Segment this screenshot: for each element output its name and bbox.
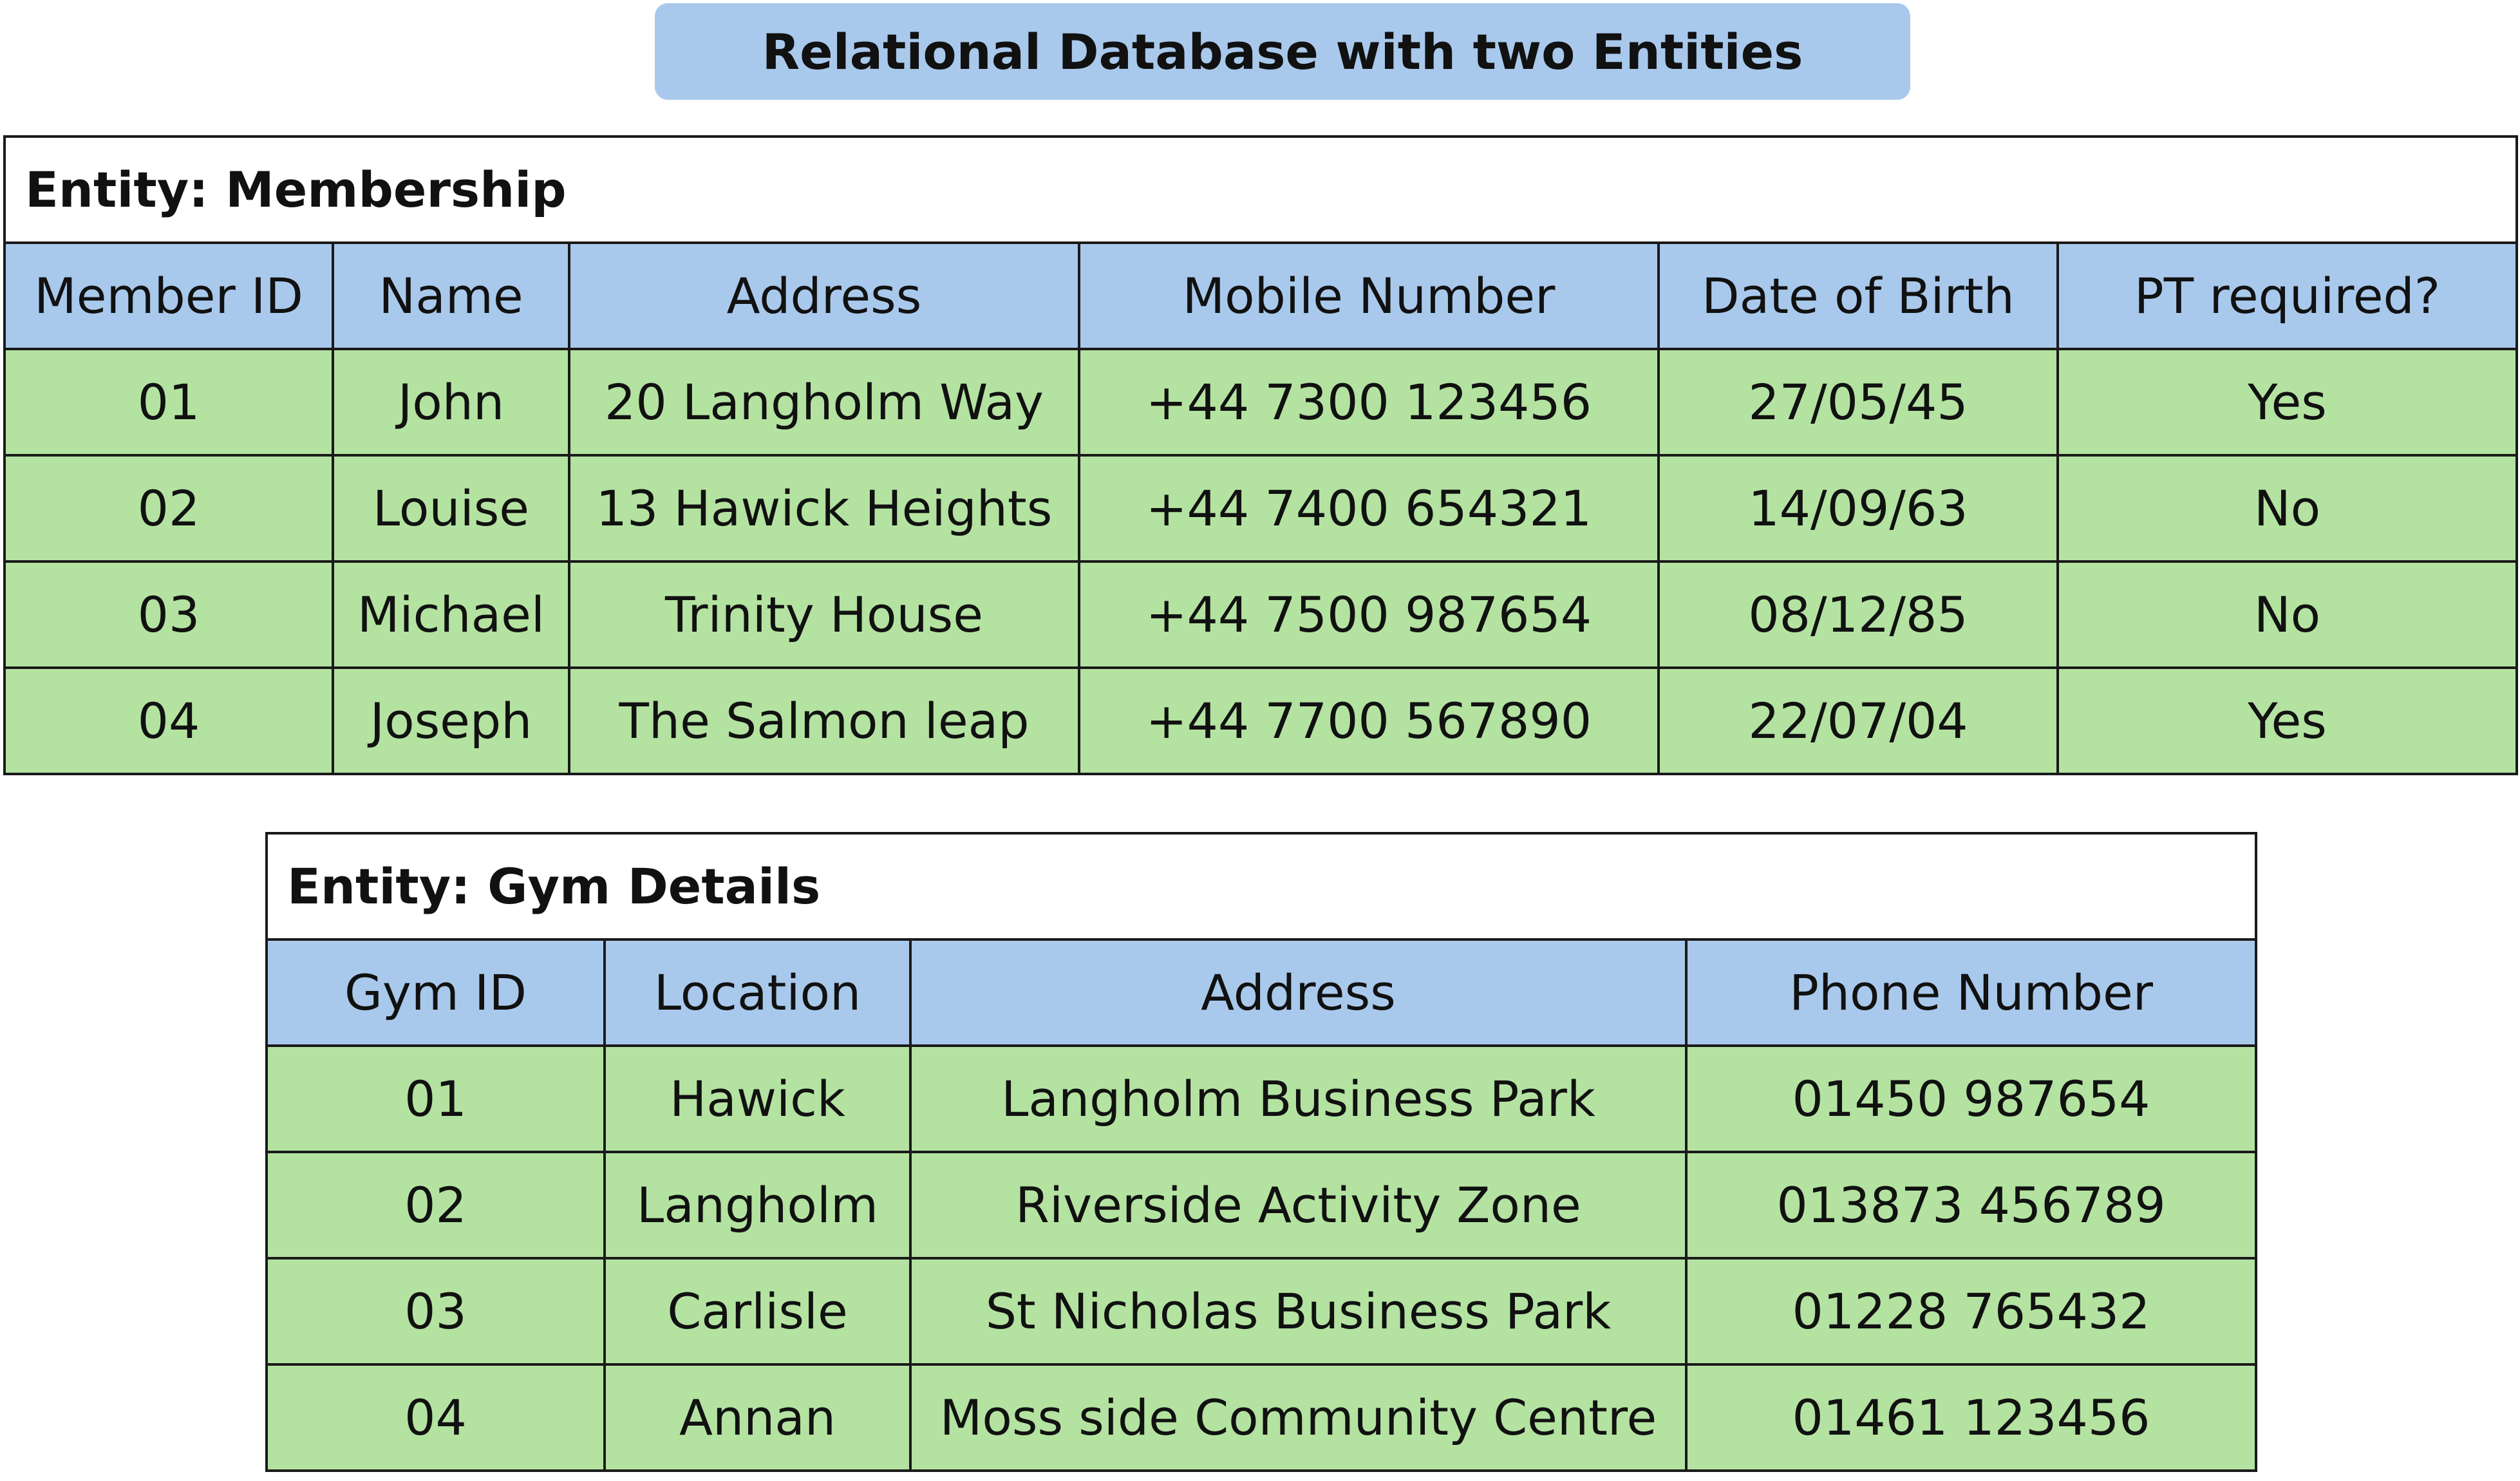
gym-cell-phone-number: 01228 765432 (1684, 1257, 2258, 1366)
membership-header-name: Name (332, 241, 570, 350)
membership-cell-date-of-birth: 14/09/63 (1657, 454, 2059, 563)
membership-cell-name: John (332, 348, 570, 457)
gym-cell-phone-number: 013873 456789 (1684, 1151, 2258, 1259)
gym-header-gym-id: Gym ID (265, 938, 606, 1047)
gym-row: 01 Hawick Langholm Business Park 01450 9… (265, 1044, 2258, 1153)
gym-details-entity-table: Entity: Gym Details Gym ID Location Addr… (265, 832, 2258, 1472)
gym-cell-address: Riverside Activity Zone (909, 1151, 1688, 1259)
membership-cell-pt-required: Yes (2056, 348, 2519, 457)
gym-header-row: Gym ID Location Address Phone Number (265, 938, 2258, 1047)
membership-header-address: Address (568, 241, 1080, 350)
membership-header-pt-required: PT required? (2056, 241, 2519, 350)
membership-cell-mobile-number: +44 7400 654321 (1078, 454, 1660, 563)
membership-cell-date-of-birth: 27/05/45 (1657, 348, 2059, 457)
membership-row: 03 Michael Trinity House +44 7500 987654… (3, 560, 2519, 669)
membership-cell-name: Michael (332, 560, 570, 669)
gym-cell-address: Moss side Community Centre (909, 1363, 1688, 1472)
membership-cell-pt-required: No (2056, 454, 2519, 563)
membership-cell-mobile-number: +44 7500 987654 (1078, 560, 1660, 669)
membership-cell-pt-required: No (2056, 560, 2519, 669)
gym-title-row: Entity: Gym Details (265, 832, 2258, 941)
membership-header-row: Member ID Name Address Mobile Number Dat… (3, 241, 2519, 350)
gym-cell-gym-id: 04 (265, 1363, 606, 1472)
membership-cell-member-id: 03 (3, 560, 334, 669)
membership-cell-date-of-birth: 08/12/85 (1657, 560, 2059, 669)
membership-cell-date-of-birth: 22/07/04 (1657, 666, 2059, 775)
membership-cell-name: Louise (332, 454, 570, 563)
gym-cell-location: Annan (603, 1363, 912, 1472)
gym-header-address: Address (909, 938, 1688, 1047)
gym-cell-gym-id: 03 (265, 1257, 606, 1366)
membership-header-date-of-birth: Date of Birth (1657, 241, 2059, 350)
membership-cell-address: The Salmon leap (568, 666, 1080, 775)
gym-row: 02 Langholm Riverside Activity Zone 0138… (265, 1151, 2258, 1259)
gym-cell-phone-number: 01461 123456 (1684, 1363, 2258, 1472)
membership-row: 02 Louise 13 Hawick Heights +44 7400 654… (3, 454, 2519, 563)
membership-row: 01 John 20 Langholm Way +44 7300 123456 … (3, 348, 2519, 457)
membership-cell-address: 20 Langholm Way (568, 348, 1080, 457)
gym-header-phone-number: Phone Number (1684, 938, 2258, 1047)
gym-cell-gym-id: 02 (265, 1151, 606, 1259)
diagram-title: Relational Database with two Entities (655, 3, 1910, 100)
gym-cell-address: St Nicholas Business Park (909, 1257, 1688, 1366)
gym-details-table: Entity: Gym Details Gym ID Location Addr… (265, 832, 2258, 1472)
gym-cell-gym-id: 01 (265, 1044, 606, 1153)
gym-row: 03 Carlisle St Nicholas Business Park 01… (265, 1257, 2258, 1366)
gym-entity-title: Entity: Gym Details (265, 832, 2258, 941)
gym-cell-location: Carlisle (603, 1257, 912, 1366)
membership-cell-member-id: 04 (3, 666, 334, 775)
membership-cell-pt-required: Yes (2056, 666, 2519, 775)
membership-cell-name: Joseph (332, 666, 570, 775)
membership-cell-member-id: 01 (3, 348, 334, 457)
membership-row: 04 Joseph The Salmon leap +44 7700 56789… (3, 666, 2519, 775)
gym-cell-address: Langholm Business Park (909, 1044, 1688, 1153)
membership-entity-table: Entity: Membership Member ID Name Addres… (3, 135, 2519, 775)
membership-entity-title: Entity: Membership (3, 135, 2519, 244)
gym-cell-phone-number: 01450 987654 (1684, 1044, 2258, 1153)
gym-cell-location: Langholm (603, 1151, 912, 1259)
gym-header-location: Location (603, 938, 912, 1047)
membership-header-mobile-number: Mobile Number (1078, 241, 1660, 350)
gym-cell-location: Hawick (603, 1044, 912, 1153)
membership-cell-mobile-number: +44 7300 123456 (1078, 348, 1660, 457)
membership-cell-mobile-number: +44 7700 567890 (1078, 666, 1660, 775)
membership-title-row: Entity: Membership (3, 135, 2519, 244)
membership-cell-address: 13 Hawick Heights (568, 454, 1080, 563)
membership-header-member-id: Member ID (3, 241, 334, 350)
membership-cell-address: Trinity House (568, 560, 1080, 669)
membership-table: Entity: Membership Member ID Name Addres… (3, 135, 2519, 775)
gym-row: 04 Annan Moss side Community Centre 0146… (265, 1363, 2258, 1472)
membership-cell-member-id: 02 (3, 454, 334, 563)
